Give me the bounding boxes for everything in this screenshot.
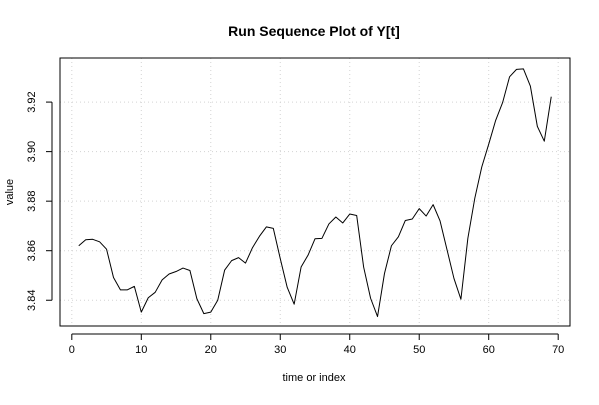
data-point-44 <box>384 273 385 274</box>
data-point-19 <box>210 312 211 313</box>
data-point-22 <box>231 260 232 261</box>
data-point-68 <box>551 96 552 97</box>
data-point-33 <box>308 255 309 256</box>
data-point-51 <box>433 204 434 205</box>
data-point-3 <box>99 241 100 242</box>
x-axis-label: time or index <box>283 372 346 384</box>
data-point-9 <box>141 312 142 313</box>
axes: 0 10 20 30 40 50 60 70 3.84 3.86 3.88 3.90 3.92 <box>26 91 564 356</box>
data-point-49 <box>419 208 420 209</box>
data-point-52 <box>440 220 441 221</box>
data-point-59 <box>488 144 489 145</box>
data-point-60 <box>495 120 496 121</box>
data-point-56 <box>467 238 468 239</box>
data-point-7 <box>127 289 128 290</box>
data-point-47 <box>405 220 406 221</box>
data-point-26 <box>259 236 260 237</box>
data-point-58 <box>481 166 482 167</box>
data-point-29 <box>280 258 281 259</box>
x-tick-label-0: 0 <box>69 344 75 356</box>
data-point-2 <box>92 239 93 240</box>
data-point-4 <box>106 249 107 250</box>
data-point-41 <box>363 267 364 268</box>
chart-title: Run Sequence Plot of Y[t] <box>228 23 400 39</box>
data-point-63 <box>516 69 517 70</box>
data-point-0 <box>78 245 79 246</box>
y-tick-label-1: 3.86 <box>26 240 38 261</box>
series-layer <box>78 68 552 318</box>
data-point-27 <box>266 226 267 227</box>
data-point-54 <box>453 278 454 279</box>
x-tick-label-2: 20 <box>205 344 217 356</box>
data-point-17 <box>196 298 197 299</box>
data-point-25 <box>252 247 253 248</box>
data-point-24 <box>245 263 246 264</box>
data-point-5 <box>113 277 114 278</box>
x-tick-label-4: 40 <box>344 344 356 356</box>
data-point-6 <box>120 289 121 290</box>
data-point-38 <box>342 222 343 223</box>
grid-lines <box>60 58 570 326</box>
data-point-48 <box>412 218 413 219</box>
data-point-18 <box>203 313 204 314</box>
data-point-39 <box>349 214 350 215</box>
y-tick-label-4: 3.92 <box>26 91 38 112</box>
data-point-23 <box>238 257 239 258</box>
x-tick-label-7: 70 <box>552 344 564 356</box>
data-point-37 <box>335 217 336 218</box>
data-point-15 <box>182 268 183 269</box>
data-point-57 <box>474 198 475 199</box>
data-point-35 <box>321 238 322 239</box>
y-tick-label-0: 3.84 <box>26 290 38 311</box>
data-point-34 <box>315 238 316 239</box>
data-point-55 <box>460 299 461 300</box>
x-tick-label-5: 50 <box>413 344 425 356</box>
data-point-12 <box>162 279 163 280</box>
data-point-65 <box>530 86 531 87</box>
data-point-1 <box>85 239 86 240</box>
data-point-42 <box>370 298 371 299</box>
data-point-31 <box>294 304 295 305</box>
data-point-11 <box>155 292 156 293</box>
data-point-16 <box>189 270 190 271</box>
data-point-21 <box>224 270 225 271</box>
x-tick-label-6: 60 <box>483 344 495 356</box>
data-point-46 <box>398 236 399 237</box>
data-point-62 <box>509 76 510 77</box>
data-point-10 <box>148 297 149 298</box>
data-point-53 <box>447 249 448 250</box>
data-point-45 <box>391 245 392 246</box>
data-point-30 <box>287 287 288 288</box>
data-point-61 <box>502 102 503 103</box>
y-tick-label-3: 3.90 <box>26 141 38 162</box>
data-point-66 <box>537 126 538 127</box>
data-point-43 <box>377 316 378 317</box>
data-point-32 <box>301 267 302 268</box>
data-point-40 <box>356 215 357 216</box>
y-tick-label-2: 3.88 <box>26 190 38 211</box>
data-point-20 <box>217 300 218 301</box>
series-line-0 <box>78 68 552 318</box>
data-point-67 <box>544 141 545 142</box>
data-point-64 <box>523 68 524 69</box>
plot-frame <box>59 57 571 327</box>
data-point-14 <box>176 271 177 272</box>
data-point-50 <box>426 216 427 217</box>
x-tick-label-1: 10 <box>135 344 147 356</box>
data-point-28 <box>273 228 274 229</box>
data-point-8 <box>134 286 135 287</box>
data-point-36 <box>328 223 329 224</box>
x-tick-label-3: 30 <box>274 344 286 356</box>
data-point-13 <box>169 273 170 274</box>
y-axis-label: value <box>4 179 16 205</box>
